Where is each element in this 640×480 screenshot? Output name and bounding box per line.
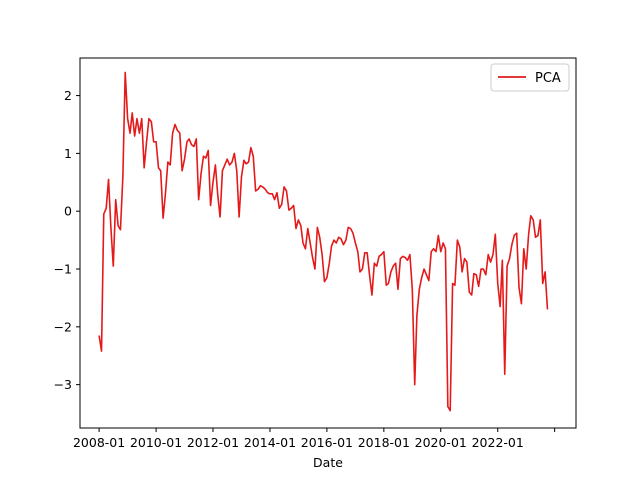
x-tick-label: 2018-01	[358, 435, 410, 450]
y-tick-label: −1	[54, 262, 72, 277]
x-axis: 2008-01 2010-01 2012-01 2014-01 2016-01 2018-…	[73, 428, 556, 450]
y-axis: −3 −2 −1 0 1 2	[54, 88, 80, 392]
legend-box	[490, 63, 570, 92]
x-tick-label: 2022-01	[472, 435, 524, 450]
x-tick-label: 2014-01	[244, 435, 296, 450]
axes-frame	[79, 57, 577, 429]
x-tick-label: 2020-01	[415, 435, 467, 450]
series-line-pca	[98, 71, 549, 412]
legend: PCA	[490, 63, 570, 92]
legend-label-pca: PCA	[535, 71, 561, 86]
y-tick-label: 0	[64, 204, 72, 219]
y-tick-label: −2	[54, 319, 72, 334]
x-tick-label: 2010-01	[130, 435, 182, 450]
x-tick-label: 2012-01	[187, 435, 239, 450]
x-tick-label: 2008-01	[73, 435, 125, 450]
x-tick-label: 2016-01	[301, 435, 353, 450]
y-tick-label: 1	[64, 146, 72, 161]
y-tick-label: −3	[54, 377, 72, 392]
y-tick-label: 2	[64, 88, 72, 103]
x-axis-label: Date	[313, 455, 343, 470]
plot-area	[79, 57, 577, 429]
